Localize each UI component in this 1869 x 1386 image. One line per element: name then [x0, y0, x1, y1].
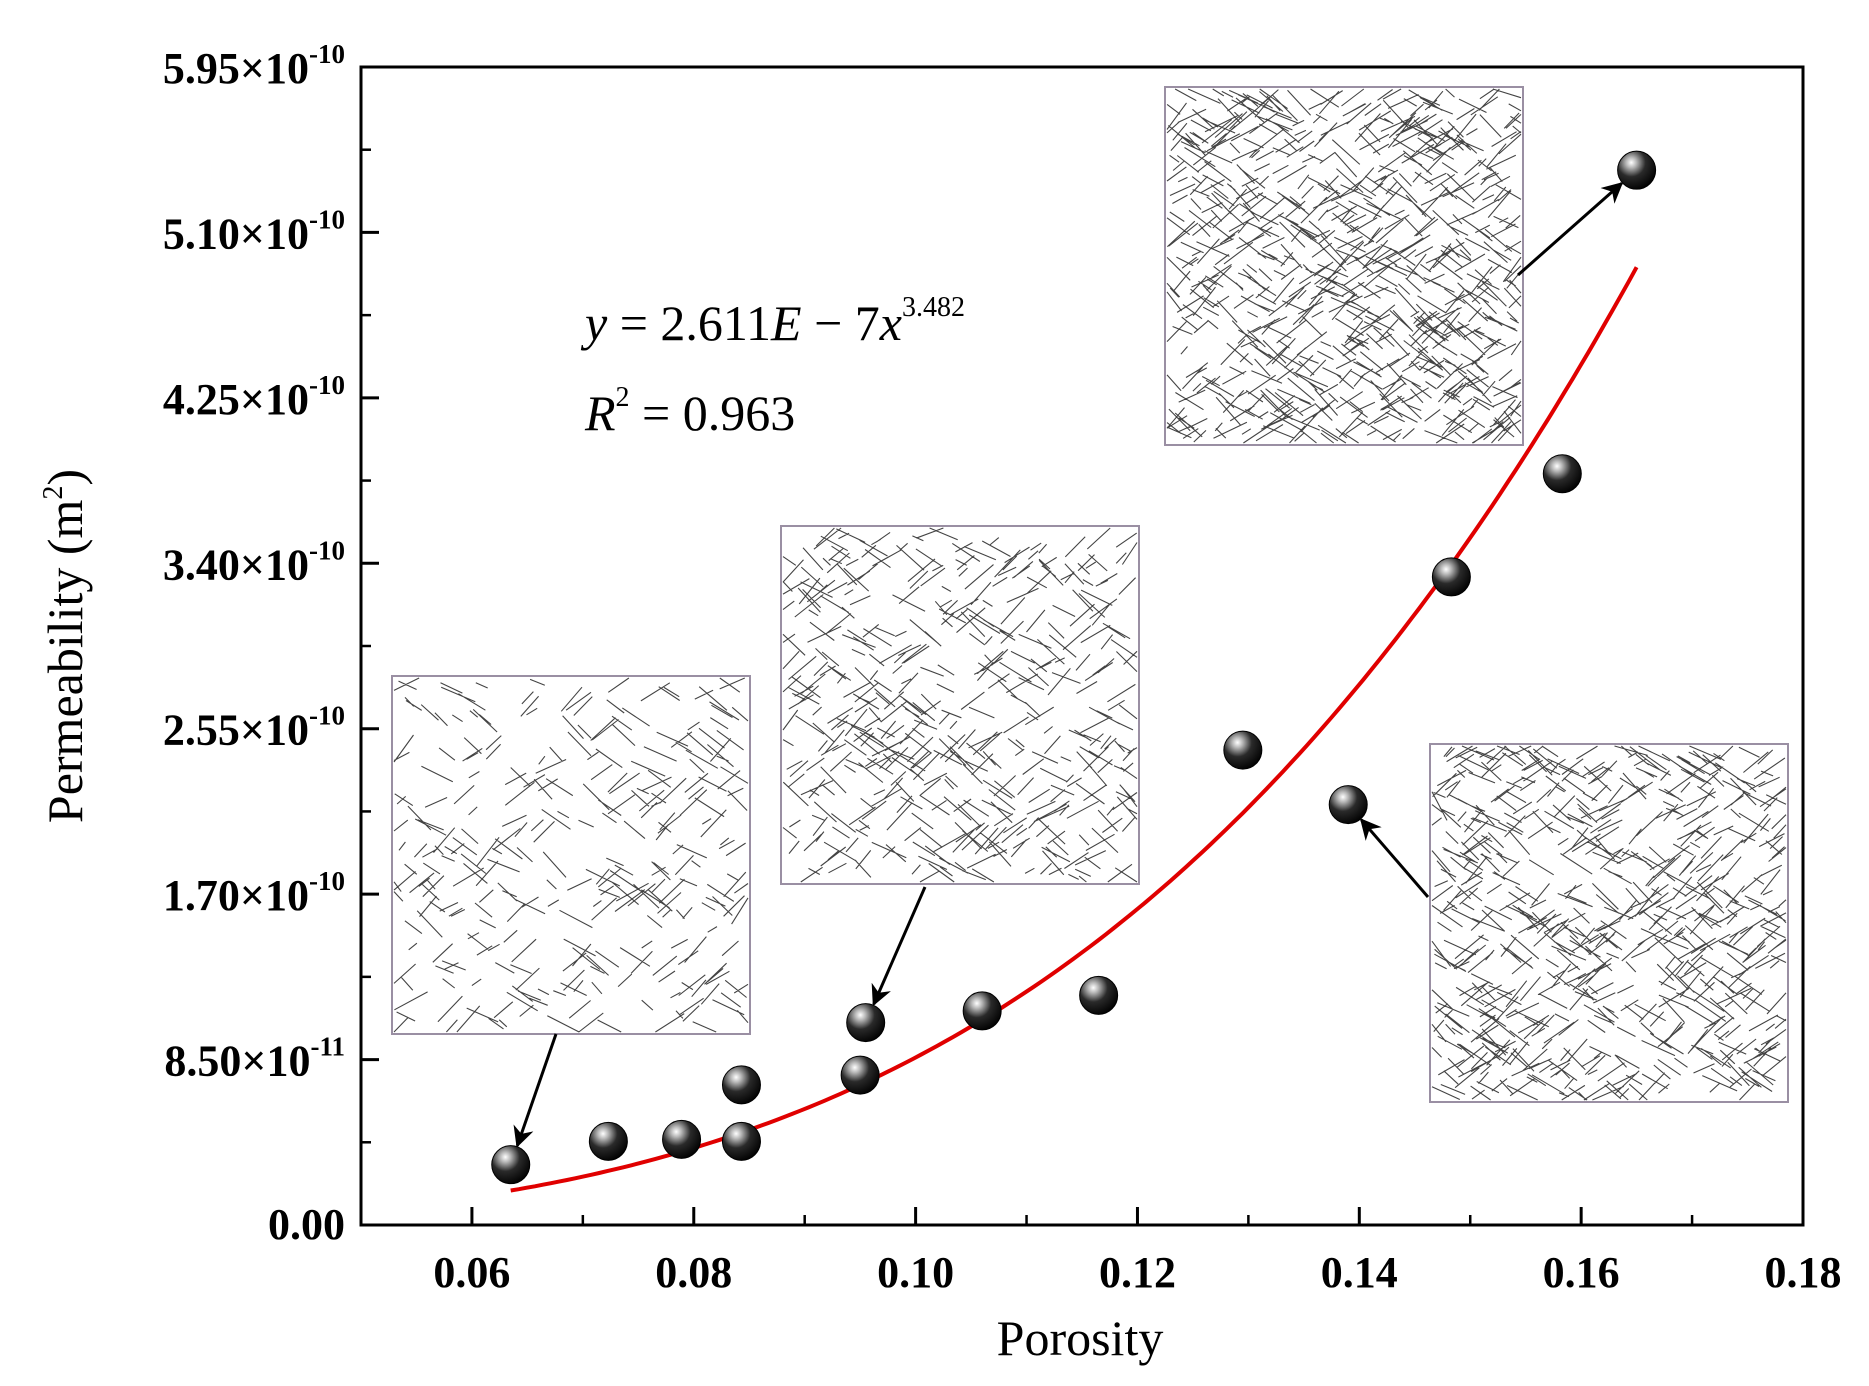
x-tick-label: 0.18 — [1765, 1248, 1842, 1297]
r-squared: R2 = 0.963 — [584, 382, 795, 441]
y-tick-label: 4.25×10-10 — [163, 370, 345, 424]
y-tick-label: 3.40×10-10 — [163, 535, 345, 589]
data-point — [662, 1119, 702, 1159]
data-point — [962, 991, 1002, 1031]
x-tick-label: 0.16 — [1543, 1248, 1620, 1297]
data-point — [1223, 730, 1263, 770]
inset-arrow — [1517, 182, 1624, 277]
inset-arrows — [513, 182, 1624, 1148]
fracture-network-high-inset — [1164, 86, 1524, 446]
data-points — [491, 150, 1657, 1185]
data-point — [721, 1065, 761, 1105]
data-point — [491, 1145, 531, 1185]
data-point — [588, 1121, 628, 1161]
data-point — [1431, 557, 1471, 597]
x-tick-label: 0.06 — [433, 1248, 510, 1297]
y-tick-label: 5.10×10-10 — [163, 204, 345, 258]
fracture-network-mixed-inset — [1429, 743, 1789, 1103]
data-point — [846, 1003, 886, 1043]
y-tick-label: 1.70×10-10 — [163, 866, 345, 920]
x-tick-label: 0.10 — [877, 1248, 954, 1297]
data-point — [1328, 785, 1368, 825]
x-axis-title: Porosity — [997, 1310, 1164, 1366]
data-point — [1542, 454, 1582, 494]
x-tick-label: 0.12 — [1099, 1248, 1176, 1297]
y-tick-label: 2.55×10-10 — [163, 701, 345, 755]
inset-arrow — [513, 1033, 558, 1148]
x-axis-ticks: 0.06 0.08 0.10 0.12 0.14 0.16 0.18 — [433, 1207, 1842, 1297]
inset-arrow — [1359, 818, 1430, 898]
inset-images — [391, 86, 1789, 1103]
fracture-network-low-inset — [391, 675, 751, 1035]
fracture-network-medium-inset — [780, 525, 1140, 885]
x-tick-label: 0.08 — [655, 1248, 732, 1297]
data-point — [1617, 150, 1657, 190]
data-point — [1079, 975, 1119, 1015]
data-point — [721, 1121, 761, 1161]
fit-equation: y = 2.611E − 7x3.482 — [580, 292, 965, 351]
y-tick-label: 8.50×10-11 — [164, 1032, 345, 1086]
y-tick-label: 0.00 — [268, 1200, 345, 1249]
y-axis-title: Permeability (m2) — [37, 469, 93, 823]
x-tick-label: 0.14 — [1321, 1248, 1398, 1297]
y-axis-ticks: 0.00 8.50×10-11 1.70×10-10 2.55×10-10 3.40×1… — [163, 39, 379, 1249]
inset-arrow — [871, 886, 927, 1007]
data-point — [840, 1055, 880, 1095]
y-tick-label: 5.95×10-10 — [163, 39, 345, 93]
